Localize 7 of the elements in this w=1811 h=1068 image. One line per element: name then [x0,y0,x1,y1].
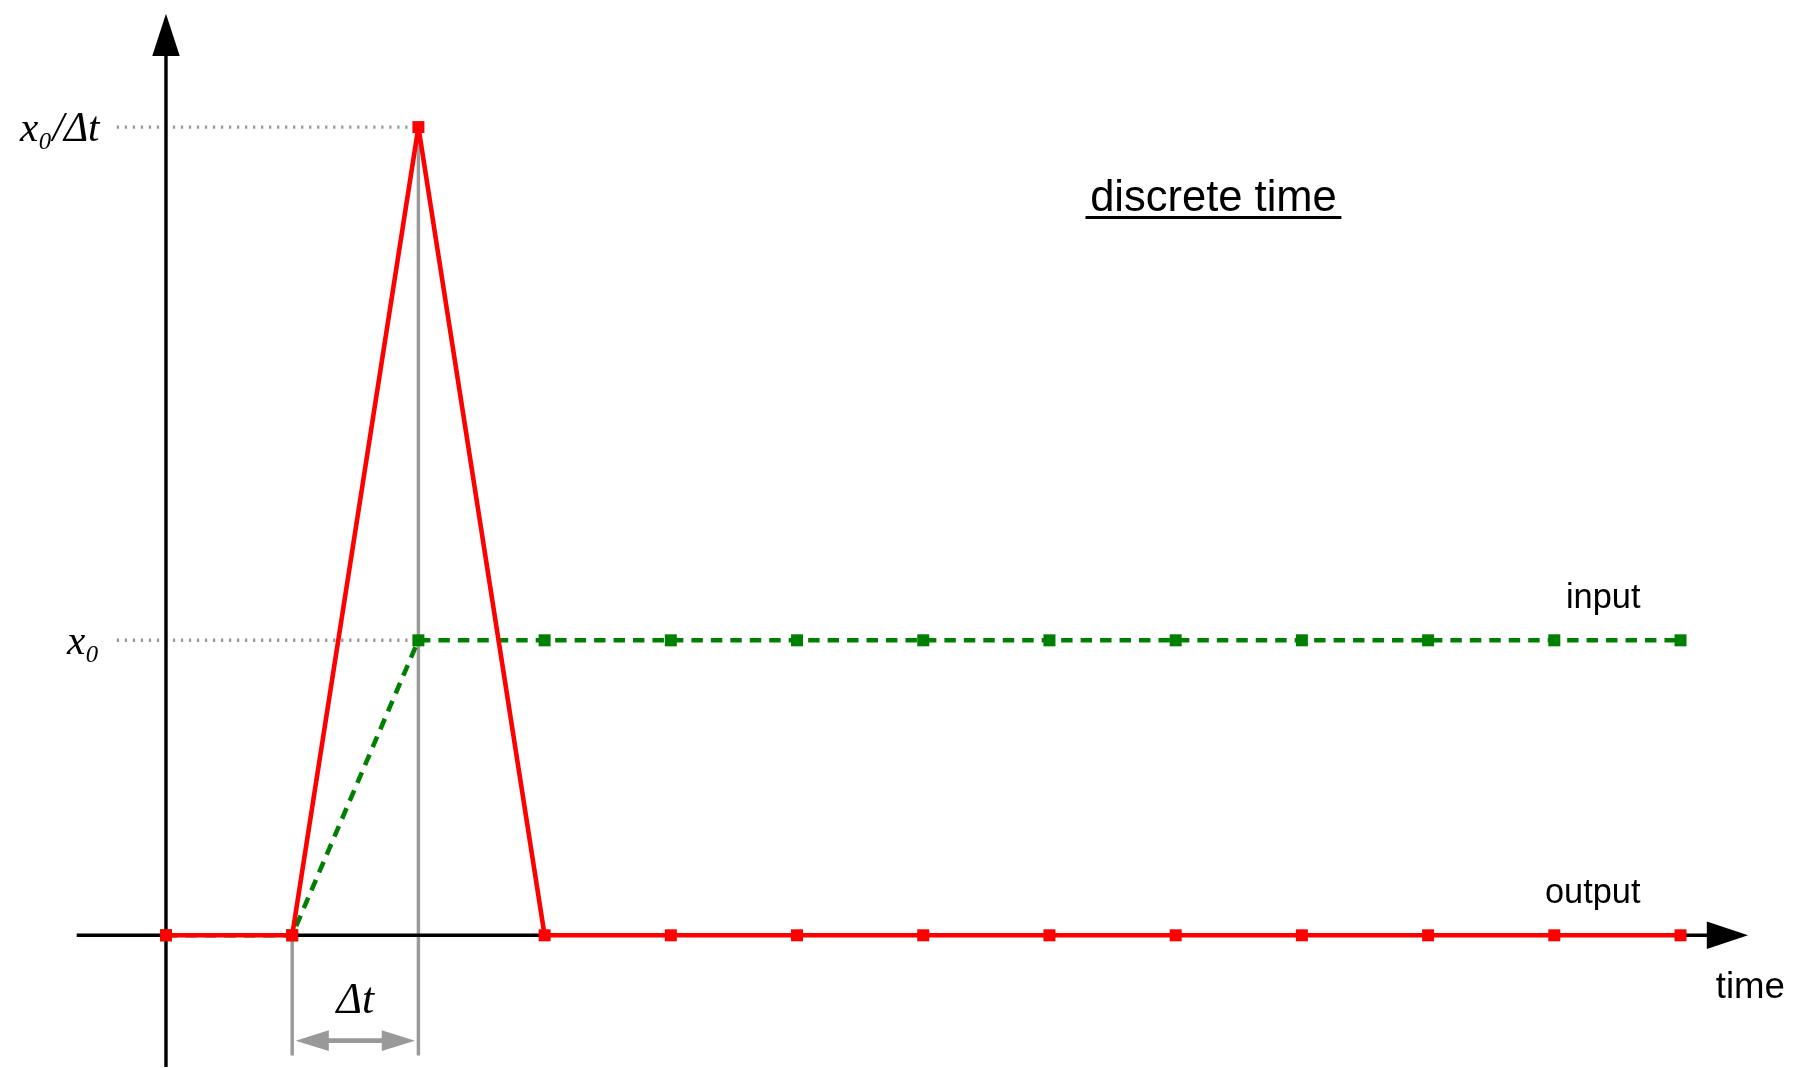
series-label: output [1544,872,1641,911]
text: Δt [334,974,376,1023]
series-label: input [1565,577,1641,616]
ref-line-label: x₀ [65,617,100,664]
ref-line-label: x₀/Δt [18,103,102,150]
text: discrete time [1090,171,1337,220]
x-axis-title: time [1715,965,1785,1007]
